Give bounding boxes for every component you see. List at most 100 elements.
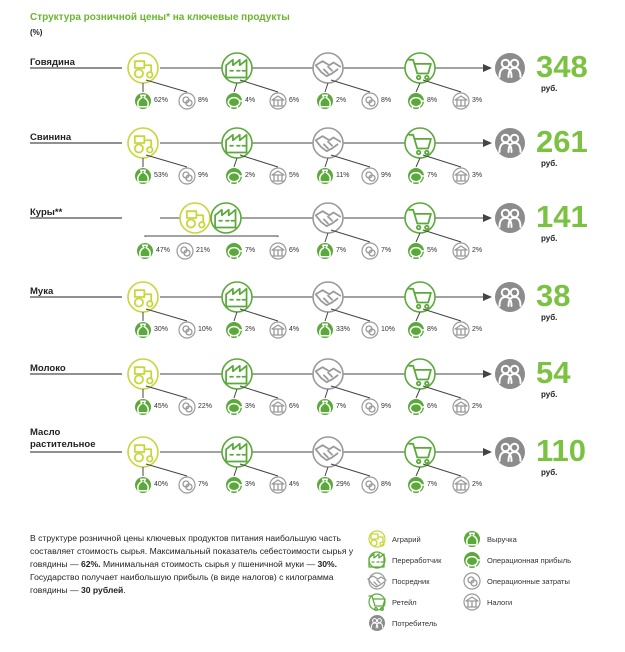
connector: [415, 232, 421, 243]
revenue-icon: [317, 243, 333, 259]
share-value: 2%: [472, 481, 483, 488]
share-value: 3%: [472, 172, 483, 179]
connector: [330, 308, 371, 322]
legend-label-revenue: Выручка: [487, 535, 517, 544]
share-value: 9%: [198, 172, 209, 179]
taxes-icon: [452, 321, 470, 339]
row-label-1: Свинина: [30, 132, 72, 143]
farmer-icon: [127, 281, 159, 313]
retail-price: 110: [536, 433, 587, 468]
legend-label-processor: Переработчик: [392, 556, 442, 565]
legend-label-op-costs: Операционные затраты: [487, 577, 570, 586]
taxes-icon: [452, 242, 470, 260]
arrow-head: [483, 139, 492, 147]
share-value: 2%: [245, 326, 256, 333]
connector: [145, 463, 188, 477]
revenue-icon: [317, 477, 333, 493]
share-value: 4%: [289, 481, 300, 488]
legend-processor-icon: [368, 551, 386, 569]
op_profit-icon: [408, 93, 425, 109]
row-label-2: Куры**: [30, 207, 63, 218]
arrow-head: [483, 448, 492, 456]
retail-price: 348: [536, 49, 588, 84]
consumer-icon: [495, 53, 525, 83]
arrow-head: [483, 64, 492, 72]
legend-label-consumer: Потребитель: [392, 619, 438, 628]
legend-taxes-icon: [463, 593, 481, 611]
share-value: 8%: [198, 97, 209, 104]
taxes-icon: [269, 242, 287, 260]
share-value: 53%: [154, 172, 169, 179]
op_profit-icon: [408, 477, 425, 493]
farmer-icon: [127, 436, 159, 468]
share-value: 6%: [427, 403, 438, 410]
revenue-icon: [317, 93, 333, 109]
connector: [324, 157, 329, 168]
connector: [324, 232, 329, 243]
taxes-icon: [452, 167, 470, 185]
summary-bold-3: 30 рублей: [80, 585, 124, 595]
connector: [239, 308, 279, 322]
legend-revenue-icon: [464, 531, 480, 547]
share-value: 6%: [289, 247, 300, 254]
processor-icon: [221, 127, 253, 159]
processor-icon: [210, 202, 242, 234]
summary-bold-1: 62%.: [80, 559, 101, 569]
op_costs-icon: [361, 321, 379, 339]
connector: [330, 463, 371, 477]
op_costs-icon: [178, 398, 196, 416]
legend-consumer-icon: [369, 615, 385, 631]
connector: [239, 79, 279, 93]
currency-label: руб.: [541, 313, 558, 322]
taxes-icon: [452, 92, 470, 110]
legend-retail-icon: [368, 593, 386, 611]
share-value: 7%: [427, 172, 438, 179]
summary-part-2: Минимальная стоимость сырья у пшеничной …: [100, 559, 318, 569]
revenue-icon: [135, 477, 151, 493]
connector: [422, 229, 462, 243]
connector: [330, 79, 371, 93]
share-value: 40%: [154, 481, 169, 488]
op_costs-icon: [178, 92, 196, 110]
connector: [145, 154, 188, 168]
currency-label: руб.: [541, 468, 558, 477]
retail-icon: [404, 436, 436, 468]
currency-label: руб.: [541, 84, 558, 93]
currency-label: руб.: [541, 159, 558, 168]
farmer-icon: [127, 52, 159, 84]
summary-part-3: Государство получает наибольшую прибыль …: [30, 572, 334, 595]
connector: [422, 308, 462, 322]
taxes-icon: [269, 92, 287, 110]
op_costs-icon: [178, 167, 196, 185]
share-value: 7%: [336, 403, 347, 410]
intermediary-icon: [312, 127, 344, 159]
op_costs-icon: [361, 92, 379, 110]
legend-label-taxes: Налоги: [487, 598, 513, 607]
revenue-icon: [135, 399, 151, 415]
share-value: 62%: [154, 97, 169, 104]
op_profit-icon: [408, 399, 425, 415]
retail-price: 141: [536, 199, 588, 234]
retail-icon: [404, 202, 436, 234]
connector: [239, 463, 279, 477]
processor-icon: [221, 52, 253, 84]
connector: [330, 154, 371, 168]
legend-farmer-icon: [368, 530, 386, 548]
share-value: 7%: [198, 481, 209, 488]
summary-text: В структуре розничной цены ключевых прод…: [30, 532, 355, 597]
share-value: 9%: [381, 403, 392, 410]
share-value: 5%: [427, 247, 438, 254]
op_profit-icon: [226, 243, 243, 259]
share-value: 21%: [196, 247, 211, 254]
connector: [415, 388, 421, 399]
connector: [324, 82, 329, 93]
op_costs-icon: [361, 476, 379, 494]
connector: [233, 311, 238, 322]
summary-bold-2: 30%.: [317, 559, 338, 569]
legend-op_profit-icon: [464, 552, 481, 568]
share-value: 7%: [245, 247, 256, 254]
arrow-head: [483, 293, 492, 301]
connector: [415, 157, 421, 168]
